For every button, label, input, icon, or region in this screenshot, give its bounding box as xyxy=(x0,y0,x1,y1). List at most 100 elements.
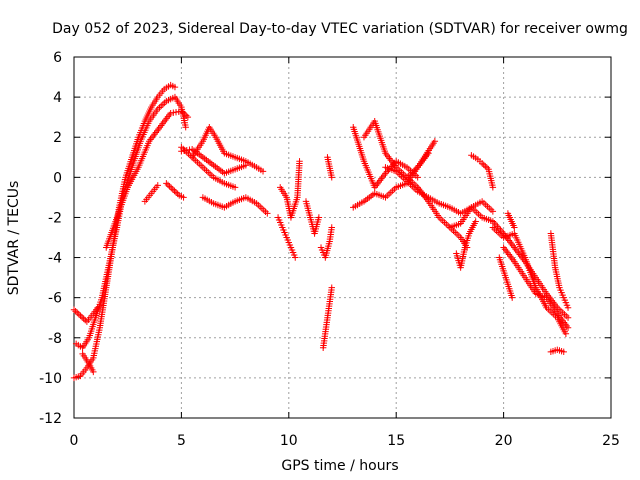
y-tick-label: -4 xyxy=(48,251,62,267)
data-point xyxy=(175,108,182,115)
y-tick-label: 4 xyxy=(53,90,62,106)
y-tick-label: -10 xyxy=(39,371,62,387)
data-point xyxy=(167,184,175,192)
data-point xyxy=(166,183,173,190)
y-tick-label: 0 xyxy=(53,170,62,186)
data-point xyxy=(182,123,189,131)
series-track-8 xyxy=(178,146,250,177)
data-point xyxy=(489,208,497,215)
series-track-30 xyxy=(547,230,572,311)
x-tick-label: 20 xyxy=(495,433,513,449)
series-track-16 xyxy=(324,154,335,181)
data-point xyxy=(328,284,335,291)
series-track-9 xyxy=(188,123,267,175)
x-tick-label: 10 xyxy=(280,433,298,449)
data-point xyxy=(183,112,190,119)
series-track-27 xyxy=(500,244,572,331)
series-track-11 xyxy=(199,194,271,217)
data-point xyxy=(75,311,83,318)
data-point xyxy=(156,104,163,111)
series-track-6 xyxy=(141,182,161,205)
data-point xyxy=(158,102,165,110)
data-point xyxy=(90,368,97,376)
data-point xyxy=(231,184,239,191)
data-point xyxy=(94,304,101,311)
data-point xyxy=(80,315,87,322)
data-point xyxy=(77,312,84,319)
data-point xyxy=(480,161,487,168)
data-point xyxy=(74,309,81,316)
data-point xyxy=(483,164,491,172)
x-tick-label: 0 xyxy=(70,433,79,449)
data-point xyxy=(174,190,181,198)
data-point xyxy=(472,218,479,225)
data-point xyxy=(70,306,78,313)
data-point xyxy=(259,168,267,175)
data-point xyxy=(172,189,180,196)
data-point xyxy=(562,330,570,337)
x-tick-label: 25 xyxy=(602,433,620,449)
data-point xyxy=(184,113,192,121)
data-point xyxy=(180,194,187,201)
series-track-5 xyxy=(103,107,192,251)
series-track-12 xyxy=(274,214,299,261)
data-points xyxy=(70,81,572,382)
series-track-31 xyxy=(547,346,567,356)
data-point xyxy=(82,317,89,324)
series-track-10 xyxy=(178,144,239,191)
data-point xyxy=(508,294,516,301)
y-tick-label: -6 xyxy=(48,291,62,307)
data-point xyxy=(78,314,86,321)
axis-ticks: 0 5 10 15 20 25 -12 -10 -8 -6 -4 -2 0 2 4 6 xyxy=(39,50,620,449)
data-point xyxy=(159,101,167,108)
data-point xyxy=(564,304,572,311)
series-track-3 xyxy=(70,304,101,325)
series-track-23 xyxy=(446,198,497,231)
data-point xyxy=(171,83,179,91)
series-track-24 xyxy=(453,218,479,271)
y-tick-label: -12 xyxy=(39,411,62,427)
data-point xyxy=(72,308,79,315)
data-point xyxy=(172,108,180,116)
series-track-13 xyxy=(277,158,303,221)
data-point xyxy=(164,181,172,189)
data-point xyxy=(179,109,187,116)
y-axis-label: SDTVAR / TECUs xyxy=(6,181,22,296)
series-track-4 xyxy=(79,350,97,376)
series-track-15 xyxy=(317,224,335,261)
data-point xyxy=(414,174,421,181)
data-point xyxy=(170,109,177,116)
data-point xyxy=(328,224,335,231)
data-point xyxy=(171,187,178,195)
data-point xyxy=(482,163,489,170)
x-tick-label: 5 xyxy=(177,433,186,449)
series-track-25 xyxy=(468,152,497,191)
series-track-7 xyxy=(163,180,187,201)
series-track-29 xyxy=(504,210,518,231)
data-point xyxy=(478,160,486,167)
data-point xyxy=(163,180,170,187)
data-point xyxy=(564,314,572,321)
y-tick-label: -2 xyxy=(48,210,62,226)
data-point xyxy=(167,109,174,117)
data-point xyxy=(560,348,567,356)
y-tick-label: -8 xyxy=(48,331,62,347)
data-point xyxy=(169,186,177,193)
y-tick-label: 2 xyxy=(53,130,62,146)
y-tick-label: 6 xyxy=(53,50,62,66)
series-track-28 xyxy=(496,254,516,301)
data-point xyxy=(264,210,271,217)
data-point xyxy=(178,107,185,115)
plot-frame xyxy=(73,56,612,419)
data-point xyxy=(296,158,303,165)
data-point xyxy=(328,174,335,181)
data-point xyxy=(154,182,161,189)
data-point xyxy=(181,110,188,118)
data-point xyxy=(489,184,497,191)
data-point xyxy=(292,254,299,261)
chart-title: Day 052 of 2023, Sidereal Day-to-day VTE… xyxy=(52,21,628,37)
x-axis-label: GPS time / hours xyxy=(281,458,398,474)
data-point xyxy=(431,138,439,145)
data-point xyxy=(511,224,518,231)
series-track-14 xyxy=(302,198,323,237)
